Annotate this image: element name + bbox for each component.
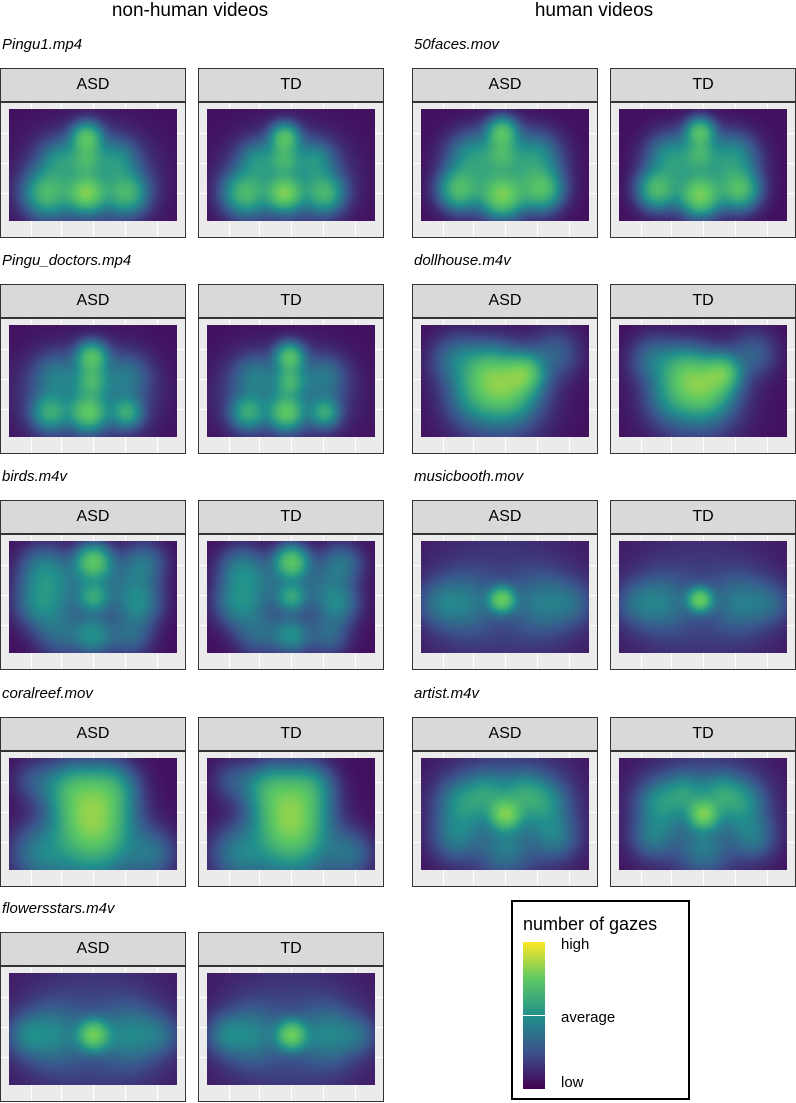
facet-strip-label: ASD <box>0 284 186 318</box>
gaze-density-map <box>421 109 589 221</box>
facet-strip-label: ASD <box>0 500 186 534</box>
heatmap-panel <box>412 534 598 670</box>
gaze-density-map <box>421 758 589 870</box>
facet-strip-label: TD <box>610 284 796 318</box>
video-title-50faces-mov: 50faces.mov <box>414 36 500 53</box>
facet-strip-label: ASD <box>0 932 186 966</box>
facet-flowersstars-m4v-td: TD <box>198 932 384 1102</box>
gaze-density-map <box>207 973 375 1085</box>
video-title-musicbooth-mov: musicbooth.mov <box>414 468 524 485</box>
video-title-dollhouse-m4v: dollhouse.m4v <box>414 252 511 269</box>
facet-strip-label: ASD <box>0 717 186 751</box>
video-title-birds-m4v: birds.m4v <box>2 468 68 485</box>
gaze-density-map <box>9 973 177 1085</box>
facet-birds-m4v-asd: ASD <box>0 500 186 670</box>
facet-artist-m4v-asd: ASD <box>412 717 598 887</box>
video-title-flowersstars-m4v: flowersstars.m4v <box>2 900 115 917</box>
facet-pingu1-mp4-asd: ASD <box>0 68 186 238</box>
facet-50faces-mov-td: TD <box>610 68 796 238</box>
facet-pingu-doctors-mp4-asd: ASD <box>0 284 186 454</box>
legend: number of gazes high average low <box>511 900 690 1100</box>
facet-strip-label: TD <box>198 717 384 751</box>
col-header-nonhuman: non-human videos <box>111 0 269 21</box>
heatmap-panel <box>0 751 186 887</box>
heatmap-panel <box>412 751 598 887</box>
video-title-artist-m4v: artist.m4v <box>414 685 480 702</box>
facet-musicbooth-mov-td: TD <box>610 500 796 670</box>
gaze-density-map <box>9 541 177 653</box>
facet-dollhouse-m4v-td: TD <box>610 284 796 454</box>
facet-strip-label: TD <box>610 500 796 534</box>
heatmap-panel <box>0 534 186 670</box>
facet-strip-label: TD <box>198 68 384 102</box>
facet-strip-label: TD <box>198 500 384 534</box>
facet-strip-label: ASD <box>412 68 598 102</box>
facet-strip-label: ASD <box>412 284 598 318</box>
legend-tick-average <box>523 1015 545 1016</box>
facet-birds-m4v-td: TD <box>198 500 384 670</box>
heatmap-panel <box>198 966 384 1102</box>
facet-pingu-doctors-mp4-td: TD <box>198 284 384 454</box>
gaze-density-map <box>619 758 787 870</box>
gaze-density-map <box>9 109 177 221</box>
gaze-density-map <box>207 109 375 221</box>
facet-musicbooth-mov-asd: ASD <box>412 500 598 670</box>
video-title-coralreef-mov: coralreef.mov <box>2 685 93 702</box>
facet-dollhouse-m4v-asd: ASD <box>412 284 598 454</box>
heatmap-panel <box>610 751 796 887</box>
heatmap-panel <box>610 534 796 670</box>
heatmap-panel <box>198 751 384 887</box>
gaze-density-map <box>207 758 375 870</box>
facet-flowersstars-m4v-asd: ASD <box>0 932 186 1102</box>
heatmap-panel <box>198 534 384 670</box>
facet-pingu1-mp4-td: TD <box>198 68 384 238</box>
gaze-density-map <box>619 541 787 653</box>
legend-label-high: high <box>561 936 590 953</box>
heatmap-panel <box>198 318 384 454</box>
video-title-pingu-doctors-mp4: Pingu_doctors.mp4 <box>2 252 132 269</box>
heatmap-panel <box>610 318 796 454</box>
legend-title: number of gazes <box>523 914 658 934</box>
gaze-density-map <box>207 325 375 437</box>
heatmap-panel <box>0 102 186 238</box>
heatmap-panel <box>610 102 796 238</box>
facet-strip-label: TD <box>610 717 796 751</box>
heatmap-panel <box>412 318 598 454</box>
facet-strip-label: ASD <box>412 500 598 534</box>
facet-strip-label: ASD <box>412 717 598 751</box>
gaze-density-map <box>619 325 787 437</box>
video-title-pingu1-mp4: Pingu1.mp4 <box>2 36 83 53</box>
facet-artist-m4v-td: TD <box>610 717 796 887</box>
gaze-density-map <box>207 541 375 653</box>
gaze-density-map <box>421 541 589 653</box>
gaze-density-map <box>9 325 177 437</box>
facet-strip-label: ASD <box>0 68 186 102</box>
facet-coralreef-mov-asd: ASD <box>0 717 186 887</box>
facet-strip-label: TD <box>610 68 796 102</box>
facet-coralreef-mov-td: TD <box>198 717 384 887</box>
facet-50faces-mov-asd: ASD <box>412 68 598 238</box>
legend-label-average: average <box>561 1009 616 1026</box>
gaze-density-map <box>421 325 589 437</box>
heatmap-panel <box>0 318 186 454</box>
gaze-density-map <box>619 109 787 221</box>
facet-strip-label: TD <box>198 932 384 966</box>
legend-label-low: low <box>561 1074 584 1091</box>
col-header-human: human videos <box>534 0 654 21</box>
gaze-density-map <box>9 758 177 870</box>
heatmap-panel <box>412 102 598 238</box>
facet-strip-label: TD <box>198 284 384 318</box>
heatmap-panel <box>0 966 186 1102</box>
heatmap-panel <box>198 102 384 238</box>
